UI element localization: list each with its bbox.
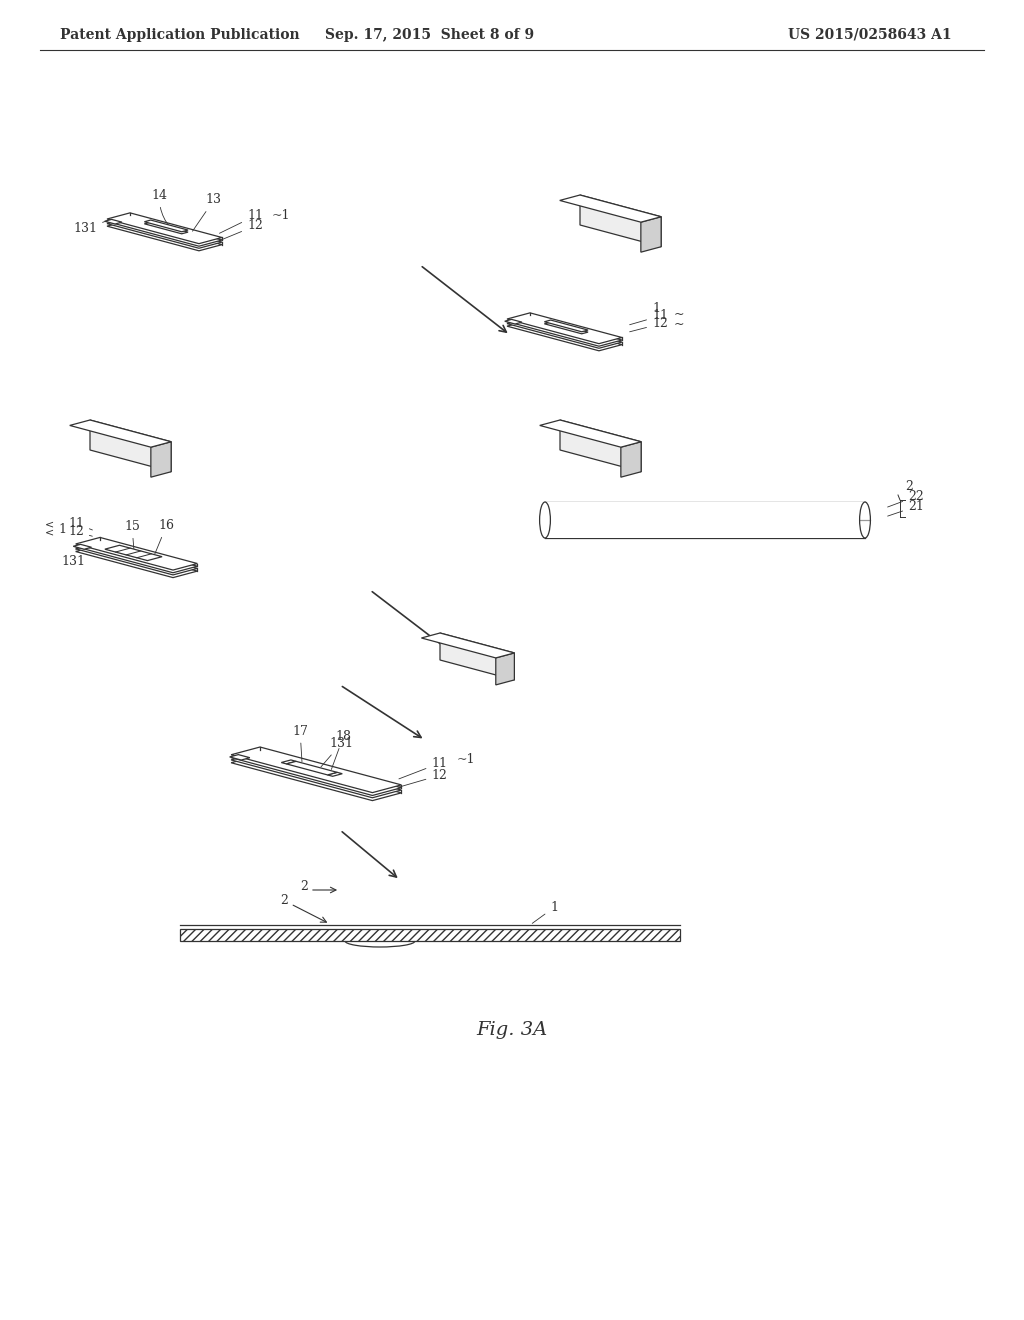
- Text: 1: 1: [58, 523, 66, 536]
- Polygon shape: [545, 322, 588, 334]
- Text: 131: 131: [321, 737, 353, 767]
- Polygon shape: [507, 319, 622, 351]
- Polygon shape: [76, 537, 198, 570]
- Polygon shape: [144, 222, 188, 234]
- Polygon shape: [76, 540, 198, 573]
- Polygon shape: [507, 315, 622, 346]
- Polygon shape: [545, 502, 865, 539]
- Polygon shape: [151, 442, 171, 477]
- Polygon shape: [282, 760, 296, 764]
- Text: 17: 17: [292, 725, 308, 762]
- Polygon shape: [231, 747, 401, 792]
- Text: 11: 11: [219, 210, 263, 234]
- Polygon shape: [507, 317, 622, 348]
- Text: 22: 22: [888, 490, 924, 507]
- Text: ~: ~: [674, 318, 684, 330]
- Text: <: <: [45, 519, 54, 529]
- Text: 131: 131: [73, 222, 105, 235]
- Text: <: <: [45, 527, 54, 537]
- Text: 14: 14: [152, 189, 170, 227]
- Text: Patent Application Publication: Patent Application Publication: [60, 28, 300, 42]
- Polygon shape: [621, 442, 641, 477]
- Polygon shape: [76, 545, 198, 578]
- Text: Fig. 3A: Fig. 3A: [476, 1020, 548, 1039]
- Polygon shape: [496, 653, 514, 685]
- Polygon shape: [108, 213, 222, 244]
- Text: 11: 11: [68, 517, 92, 531]
- Polygon shape: [231, 755, 401, 801]
- Polygon shape: [74, 544, 91, 549]
- Text: 12: 12: [219, 219, 263, 240]
- Polygon shape: [505, 319, 522, 323]
- Polygon shape: [560, 420, 641, 471]
- Polygon shape: [231, 752, 401, 797]
- Polygon shape: [104, 545, 162, 561]
- Text: 11: 11: [399, 756, 447, 779]
- Polygon shape: [540, 420, 641, 447]
- Text: 12: 12: [630, 318, 668, 331]
- Text: 1: 1: [652, 302, 659, 315]
- Text: 16: 16: [155, 519, 174, 554]
- Text: 12: 12: [399, 768, 447, 787]
- Text: 2: 2: [280, 894, 327, 923]
- Polygon shape: [104, 219, 122, 224]
- Text: 15: 15: [124, 520, 140, 549]
- Polygon shape: [545, 319, 588, 331]
- Polygon shape: [560, 195, 662, 222]
- Polygon shape: [108, 215, 222, 247]
- Polygon shape: [144, 220, 188, 232]
- Polygon shape: [70, 420, 171, 447]
- Polygon shape: [422, 634, 514, 657]
- Ellipse shape: [859, 502, 870, 539]
- Text: 131: 131: [61, 548, 86, 569]
- Polygon shape: [328, 772, 342, 776]
- Text: Sep. 17, 2015  Sheet 8 of 9: Sep. 17, 2015 Sheet 8 of 9: [326, 28, 535, 42]
- Text: US 2015/0258643 A1: US 2015/0258643 A1: [788, 28, 952, 42]
- Text: ~1: ~1: [457, 752, 475, 766]
- Text: 1: 1: [532, 902, 558, 924]
- Text: 12: 12: [68, 525, 92, 539]
- Polygon shape: [108, 220, 222, 251]
- Text: 2: 2: [905, 480, 912, 492]
- Polygon shape: [440, 634, 514, 680]
- Text: ~1: ~1: [272, 210, 291, 223]
- Text: 2: 2: [300, 880, 308, 894]
- Polygon shape: [507, 313, 622, 343]
- Polygon shape: [108, 218, 222, 248]
- Polygon shape: [641, 216, 662, 252]
- Polygon shape: [231, 750, 401, 796]
- Polygon shape: [229, 755, 250, 760]
- Text: 13: 13: [193, 194, 222, 231]
- Ellipse shape: [540, 502, 551, 539]
- Polygon shape: [580, 195, 662, 247]
- Text: ~: ~: [674, 308, 684, 321]
- Polygon shape: [287, 762, 337, 775]
- Polygon shape: [90, 420, 171, 471]
- Text: 11: 11: [630, 309, 668, 325]
- Text: 18: 18: [332, 730, 351, 770]
- Text: 21: 21: [888, 500, 924, 516]
- Polygon shape: [76, 543, 198, 576]
